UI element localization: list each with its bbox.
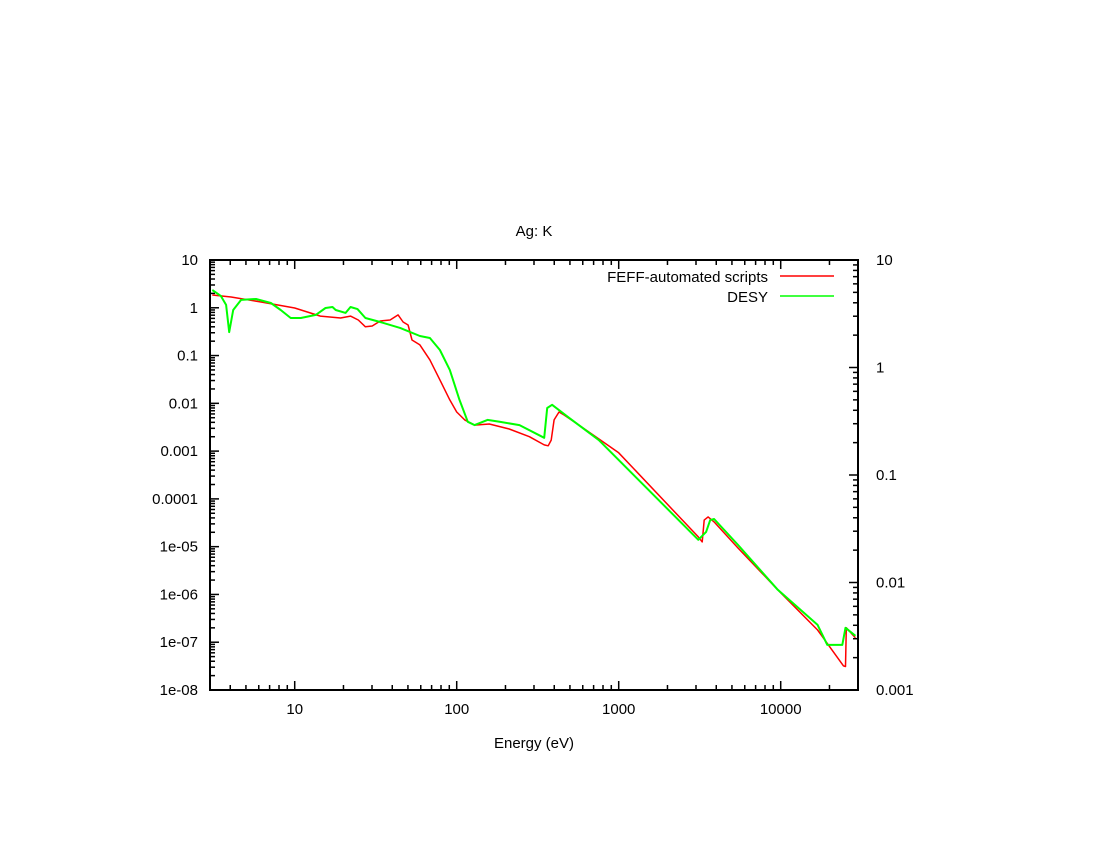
y-tick-label: 0.1 [177,348,198,365]
x-tick-label: 1000 [602,701,635,718]
y-tick-label: 0.0001 [152,491,198,508]
y-tick-label: 1 [190,300,198,317]
chart-title: Ag: K [516,223,553,240]
series-line-desy [211,289,857,646]
y2-tick-label: 0.1 [876,467,897,484]
axis-ticks: 10 100 1000 10000 10 1 0.1 0.01 0.001 0.0001 1e-05… [152,252,913,718]
y2-tick-label: 0.01 [876,575,905,592]
x-axis-label: Energy (eV) [494,735,574,752]
legend: FEFF-automated scripts DESY [607,269,834,306]
y-tick-label: 1e-08 [160,682,198,699]
y2-tick-label: 0.001 [876,682,914,699]
legend-label-feff: FEFF-automated scripts [607,269,768,286]
legend-label-desy: DESY [727,289,768,306]
y-tick-label: 1e-07 [160,634,198,651]
x-tick-label: 100 [444,701,469,718]
series-line-feff [212,294,856,668]
plot-frame [209,259,859,691]
x-tick-label: 10 [286,701,303,718]
y-tick-label: 1e-06 [160,586,198,603]
y2-tick-label: 1 [876,360,884,377]
y-tick-label: 10 [181,252,198,269]
x-tick-label: 10000 [760,701,802,718]
y-tick-label: 0.001 [160,443,198,460]
y-tick-label: 1e-05 [160,539,198,556]
series-lines [211,289,857,668]
y2-tick-label: 10 [876,252,893,269]
y-tick-label: 0.01 [169,395,198,412]
